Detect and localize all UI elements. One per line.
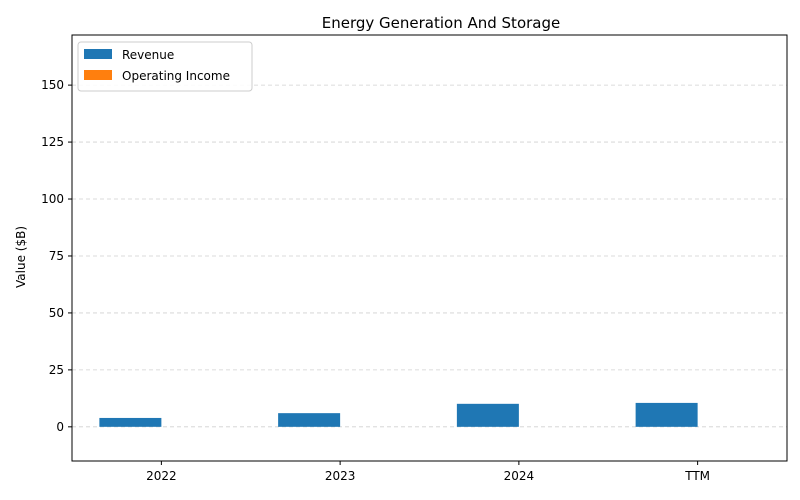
bar-revenue-2023 — [278, 413, 341, 427]
y-axis-ticks: 0 25 50 75 100 125 150 — [41, 78, 72, 434]
x-tick-label: 2022 — [146, 469, 177, 483]
y-axis-label: Value ($B) — [14, 226, 28, 288]
legend-label: Revenue — [122, 48, 174, 62]
legend-box — [77, 41, 253, 92]
x-tick-label: TTM — [684, 469, 710, 483]
y-tick-label: 25 — [49, 363, 64, 377]
y-tick-label: 75 — [49, 249, 64, 263]
plot-frame — [71, 34, 788, 462]
bar-revenue-2022 — [99, 417, 162, 427]
legend-label: Operating Income — [122, 69, 230, 83]
bars — [99, 402, 698, 427]
y-tick-label: 50 — [49, 306, 64, 320]
legend-swatch — [84, 49, 112, 59]
grid-lines — [72, 84, 787, 428]
x-axis-ticks: 2022 2023 2024 TTM — [146, 461, 710, 483]
x-tick-label: 2023 — [325, 469, 356, 483]
y-tick-label: 125 — [41, 135, 64, 149]
y-tick-label: 100 — [41, 192, 64, 206]
bar-revenue-2024 — [456, 403, 519, 427]
bar-revenue-ttm — [635, 402, 698, 427]
x-tick-label: 2024 — [504, 469, 535, 483]
legend-swatch — [84, 70, 112, 80]
y-tick-label: 150 — [41, 78, 64, 92]
y-tick-label: 0 — [56, 420, 64, 434]
chart-title: Energy Generation And Storage — [322, 14, 560, 32]
legend: Revenue Operating Income — [77, 41, 253, 92]
